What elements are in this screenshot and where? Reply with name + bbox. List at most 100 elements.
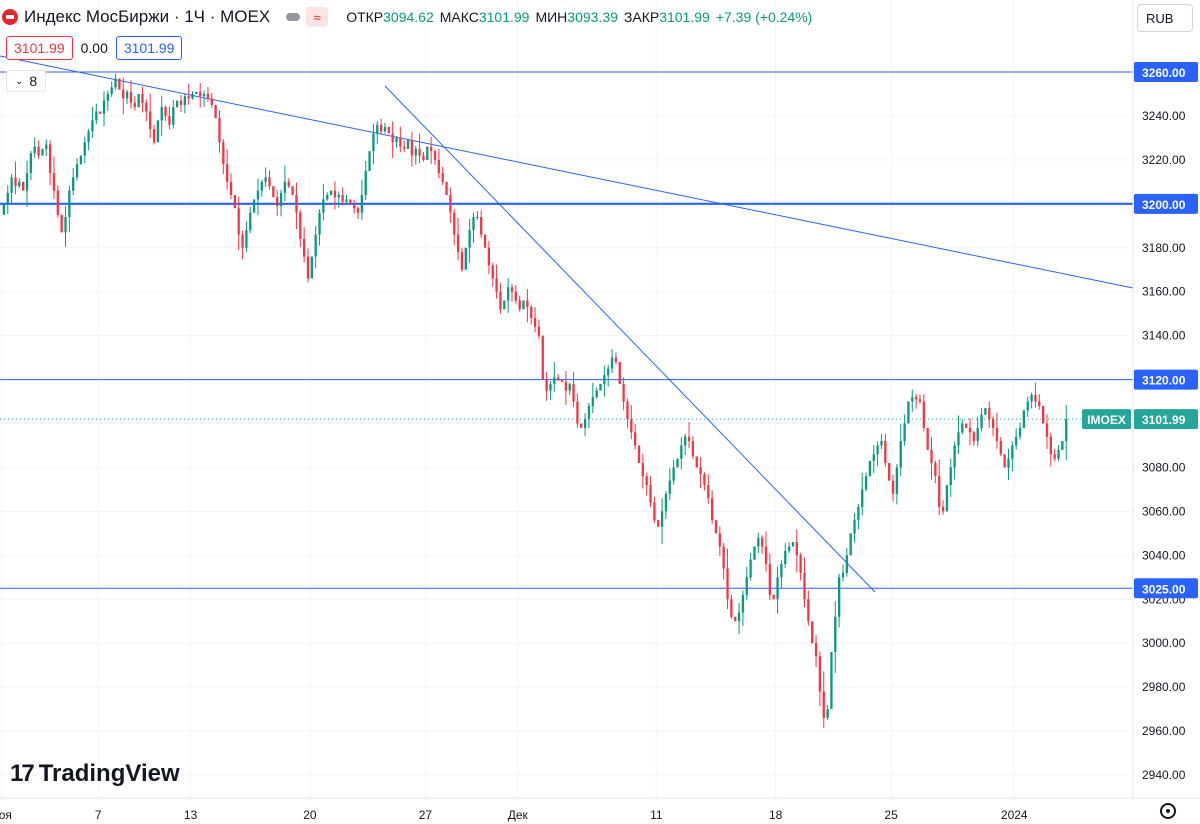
candle-body [125, 91, 129, 99]
candle-body [837, 577, 841, 617]
candle-body [587, 405, 591, 420]
candle-body [811, 621, 814, 644]
chevron-down-icon: ⌄ [15, 75, 24, 87]
candle-body [33, 146, 36, 154]
candle-body [545, 379, 548, 391]
candle-body [195, 91, 198, 94]
candle-body [945, 485, 949, 512]
high-label: МАКС [439, 9, 479, 25]
candle-body [891, 480, 895, 494]
candle-body [734, 616, 737, 622]
candle-body [414, 148, 417, 156]
candle-body [48, 144, 52, 174]
candle-body [399, 137, 402, 147]
candle-body [318, 212, 321, 235]
candle-body [868, 460, 872, 477]
candle-body [98, 111, 102, 114]
price-tag-label: 3120.00 [1142, 374, 1186, 388]
candle-body [780, 564, 783, 578]
candle-body [129, 91, 133, 103]
candle-body [557, 377, 560, 380]
candle-body [291, 186, 294, 196]
candle-body [214, 104, 217, 119]
close-label: ЗАКР [623, 9, 660, 25]
x-tick-label: 27 [419, 808, 433, 822]
candle-body [1030, 394, 1033, 402]
candle-body [164, 107, 167, 116]
drawn-lines [0, 55, 1134, 593]
candle-body [633, 432, 637, 446]
y-tick-label: 3080.00 [1142, 460, 1186, 474]
candle-body [799, 555, 802, 573]
wave-icon[interactable]: ≈ [306, 7, 329, 27]
candle-body [41, 148, 44, 156]
candle-body [630, 419, 633, 433]
settings-gear-icon[interactable] [1160, 803, 1176, 819]
candle-body [376, 124, 379, 134]
buy-button[interactable]: 3101.99 [115, 36, 183, 60]
candle-body [506, 287, 510, 301]
candle-body [784, 550, 787, 565]
candle-body [245, 230, 248, 248]
candle-body [961, 423, 964, 433]
candle-body [437, 159, 441, 174]
candle-body [218, 118, 221, 143]
symbol-badge-label: IMOEX [1087, 413, 1126, 427]
candle-body [1045, 423, 1049, 437]
candle-body [965, 423, 968, 428]
candle-body [337, 195, 340, 198]
candle-body [668, 480, 671, 494]
currency-button[interactable]: RUB [1137, 4, 1193, 32]
candle-body [614, 357, 618, 362]
candle-body [845, 555, 848, 573]
candle-body [430, 146, 433, 152]
candle-body [684, 436, 687, 446]
candle-body [483, 234, 487, 248]
tradingview-logo[interactable]: 17 TradingView [10, 760, 180, 788]
candle-body [79, 155, 83, 165]
candle-body [395, 137, 398, 143]
candle-body [641, 463, 644, 477]
candle-body [449, 195, 452, 213]
candle-body [241, 234, 244, 248]
y-tick-label: 3220.00 [1142, 153, 1186, 167]
candle-body [526, 300, 529, 308]
candle-body [872, 454, 875, 461]
indicators-toggle[interactable]: ⌄ 8 [6, 70, 47, 92]
candle-body [603, 375, 606, 384]
y-tick-label: 3040.00 [1142, 548, 1186, 562]
y-tick-label: 2980.00 [1142, 680, 1186, 694]
candle-body [1034, 394, 1037, 402]
candle-body [664, 493, 668, 512]
candle-body [75, 164, 79, 178]
candle-body [487, 247, 491, 266]
sell-button[interactable]: 3101.99 [6, 36, 73, 60]
candle-body [72, 177, 75, 191]
candle-body [514, 291, 517, 301]
candle-body [676, 458, 679, 468]
candle-body [549, 383, 552, 391]
candle-body [660, 511, 664, 527]
candle-body [814, 643, 818, 657]
moex-logo-icon [2, 9, 18, 25]
candle-body [580, 423, 583, 428]
candle-body [830, 651, 833, 710]
candle-body [791, 542, 795, 547]
candle-body [368, 151, 371, 171]
candle-body [37, 146, 40, 156]
open-label: ОТКР [346, 9, 384, 25]
symbol-title[interactable]: Индекс МосБиржи · 1Ч · MOEX [24, 7, 271, 26]
candle-body [152, 129, 156, 143]
candle-body [899, 441, 902, 468]
high-value: 3101.99 [478, 9, 530, 25]
candle-body [618, 361, 621, 384]
candle-body [383, 126, 387, 132]
candle-body [934, 463, 937, 477]
candle-body [345, 199, 348, 202]
candle-body [149, 111, 152, 130]
symbol-badge [1082, 409, 1131, 430]
collapse-toggle-icon[interactable] [286, 13, 301, 21]
candle-body [326, 195, 329, 200]
candle-body [83, 142, 86, 156]
